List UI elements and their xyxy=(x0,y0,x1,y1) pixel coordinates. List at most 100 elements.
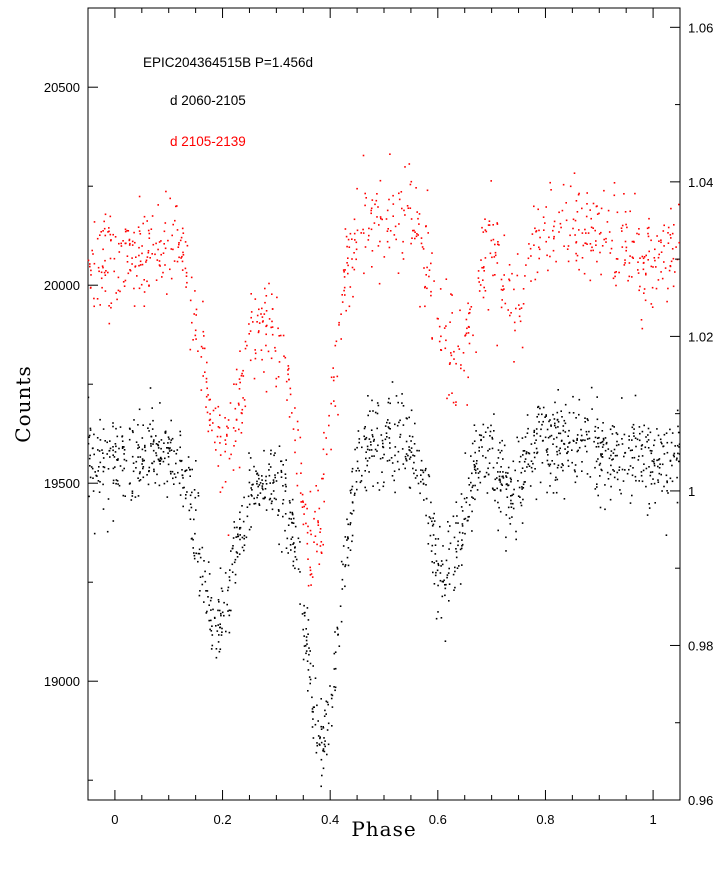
data-point xyxy=(277,514,279,516)
data-point xyxy=(141,448,144,451)
data-point xyxy=(192,547,194,549)
data-point xyxy=(256,314,259,317)
data-point xyxy=(505,476,508,478)
data-point xyxy=(171,234,173,237)
data-point xyxy=(397,450,400,453)
data-point xyxy=(285,485,287,488)
data-point xyxy=(499,481,502,483)
data-point xyxy=(224,450,226,453)
data-point xyxy=(672,285,675,288)
data-point xyxy=(356,187,358,190)
data-point xyxy=(537,413,540,416)
data-point xyxy=(303,604,305,607)
data-point xyxy=(372,435,374,438)
data-point xyxy=(312,665,314,667)
data-point xyxy=(482,423,485,426)
data-point xyxy=(620,492,622,495)
data-point xyxy=(647,439,650,441)
data-point xyxy=(413,443,416,445)
data-point xyxy=(88,457,91,460)
data-point xyxy=(169,441,172,444)
data-point xyxy=(494,489,496,491)
data-point xyxy=(263,497,265,500)
data-point xyxy=(353,494,356,496)
data-point xyxy=(575,252,577,255)
data-point xyxy=(376,193,378,195)
data-point xyxy=(653,464,656,467)
data-point xyxy=(550,424,552,426)
data-point xyxy=(334,651,337,653)
data-point xyxy=(265,295,268,297)
data-point xyxy=(315,751,318,754)
data-point xyxy=(538,248,541,251)
data-point xyxy=(654,259,656,262)
data-point xyxy=(534,442,536,444)
data-point xyxy=(656,459,658,462)
data-point xyxy=(344,565,346,568)
data-point xyxy=(230,550,232,552)
data-point xyxy=(292,560,295,563)
data-point xyxy=(289,502,291,504)
data-point xyxy=(452,573,455,576)
data-point xyxy=(346,245,348,248)
data-point xyxy=(228,614,231,617)
data-point xyxy=(594,488,597,490)
data-point xyxy=(599,442,602,444)
data-point xyxy=(567,465,570,467)
data-point xyxy=(145,259,148,262)
data-point xyxy=(198,548,201,551)
data-point xyxy=(678,443,681,445)
data-point xyxy=(425,274,427,276)
data-point xyxy=(628,468,630,471)
data-point xyxy=(389,153,391,155)
data-point xyxy=(634,192,636,195)
data-point xyxy=(527,463,530,466)
data-point xyxy=(587,232,590,234)
data-point xyxy=(347,264,349,267)
data-point xyxy=(517,440,520,443)
data-point xyxy=(114,236,117,238)
data-point xyxy=(117,289,120,292)
data-point xyxy=(223,614,225,617)
data-point xyxy=(410,180,413,183)
data-point xyxy=(566,248,569,250)
data-point xyxy=(648,466,650,468)
data-point xyxy=(598,212,600,215)
data-point xyxy=(475,430,477,432)
data-point xyxy=(471,530,473,532)
data-point xyxy=(254,298,257,300)
data-point xyxy=(102,466,105,468)
data-point xyxy=(102,483,104,486)
data-point xyxy=(404,455,407,458)
data-point xyxy=(156,259,159,261)
data-point xyxy=(484,431,487,433)
data-point xyxy=(492,224,494,226)
data-point xyxy=(259,482,262,484)
data-point xyxy=(538,421,540,423)
data-point xyxy=(351,501,354,504)
data-point xyxy=(325,700,328,703)
data-point xyxy=(561,439,563,442)
data-point xyxy=(642,257,645,260)
data-point xyxy=(306,542,309,545)
data-point xyxy=(653,257,656,259)
data-point xyxy=(327,722,330,725)
data-point xyxy=(596,437,599,439)
data-point xyxy=(473,466,476,468)
data-point xyxy=(143,215,146,218)
data-point xyxy=(105,270,107,272)
data-point xyxy=(289,544,292,546)
data-point xyxy=(226,433,228,436)
data-point xyxy=(364,204,366,207)
data-point xyxy=(184,267,187,270)
data-point xyxy=(553,237,555,240)
data-point xyxy=(104,274,107,276)
data-point xyxy=(493,489,495,491)
data-point xyxy=(586,438,589,440)
data-point xyxy=(541,440,544,442)
data-point xyxy=(604,508,606,511)
data-point xyxy=(484,290,487,292)
data-point xyxy=(200,345,203,348)
data-point xyxy=(584,421,586,423)
data-point xyxy=(420,459,423,462)
